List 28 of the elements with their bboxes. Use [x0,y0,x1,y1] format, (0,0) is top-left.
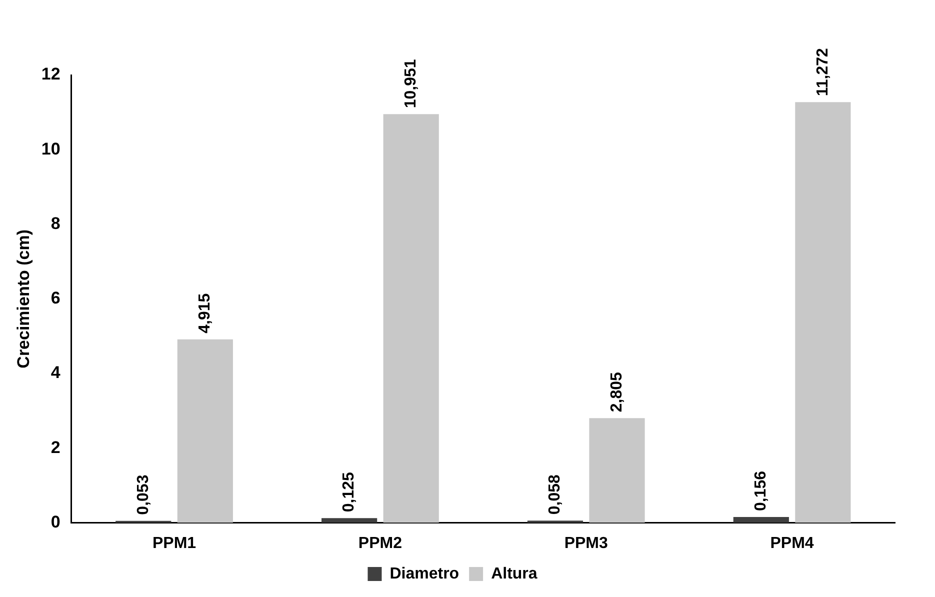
bar [795,102,851,523]
y-tick-label: 6 [50,288,60,308]
data-label: 4,915 [196,293,214,334]
y-tick-label: 4 [50,363,61,382]
y-axis-title: Crecimiento (cm) [14,229,33,368]
bar [322,518,378,523]
legend-label: Diametro [390,565,460,582]
y-tick-label: 12 [41,64,60,84]
y-tick-label: 0 [50,512,60,532]
bar [177,339,233,523]
data-label: 0,058 [546,474,564,515]
bar [383,114,439,523]
data-label: 0,053 [134,474,152,515]
y-tick-label: 2 [50,438,60,457]
y-tick-label: 8 [50,214,60,233]
bar [589,418,645,523]
data-label: 11,272 [814,48,832,96]
x-tick-label: PPM4 [770,534,814,552]
y-tick-label: 10 [41,139,60,158]
data-label: 2,805 [608,372,626,412]
bar [733,516,789,523]
data-label: 10,951 [402,59,420,108]
x-tick-label: PPM2 [358,534,402,552]
data-label: 0,125 [340,472,358,512]
data-label: 0,156 [752,470,770,511]
legend-label: Altura [491,565,538,582]
x-tick-label: PPM1 [152,534,196,552]
x-tick-label: PPM3 [564,534,608,552]
